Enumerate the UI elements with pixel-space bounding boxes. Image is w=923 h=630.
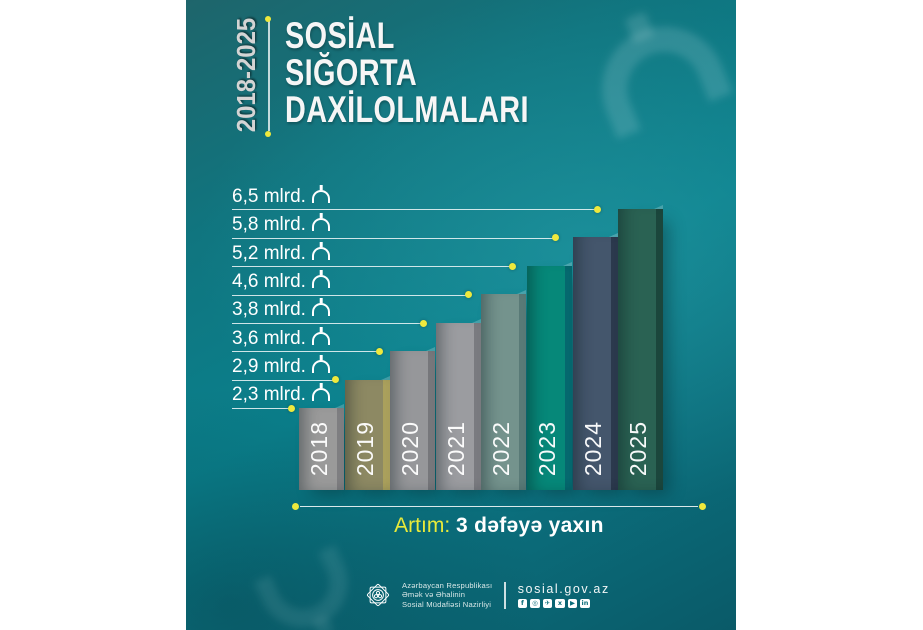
value-label-text: 3,8 mlrd. bbox=[232, 299, 306, 320]
manat-icon bbox=[311, 360, 330, 373]
manat-icon bbox=[311, 275, 330, 288]
value-label-text: 5,2 mlrd. bbox=[232, 243, 306, 264]
leader-dot bbox=[331, 376, 339, 383]
header-divider-line bbox=[268, 21, 270, 131]
manat-icon bbox=[311, 332, 330, 345]
leader-line bbox=[232, 209, 597, 210]
ministry-line-3: Sosial Müdafiəsi Nazirliyi bbox=[402, 599, 492, 609]
infographic-card: 2018-2025 SOSİAL SIĞORTA DAXİLOLMALARI 6… bbox=[186, 0, 736, 630]
title-line-3: DAXİLOLMALARI bbox=[285, 89, 529, 130]
bar-year-label: 2025 bbox=[624, 420, 651, 476]
title-line-1: SOSİAL bbox=[285, 15, 395, 56]
bar-year-label: 2022 bbox=[487, 420, 514, 476]
value-label: 3,8 mlrd. bbox=[232, 299, 330, 323]
facebook-icon: f bbox=[517, 598, 528, 609]
instagram-icon: ◎ bbox=[530, 598, 540, 609]
telegram-icon: ✈ bbox=[542, 598, 553, 609]
ministry-name: Azərbaycan Respublikası Əmək və Əhalinin… bbox=[402, 581, 492, 610]
manat-icon bbox=[311, 218, 330, 231]
baseline-dot-right bbox=[699, 502, 706, 510]
manat-icon bbox=[311, 388, 330, 401]
bar-2022: 2022 bbox=[481, 290, 526, 490]
x-icon: x bbox=[555, 598, 565, 609]
page-title: SOSİAL SIĞORTA DAXİLOLMALARI bbox=[285, 17, 598, 128]
growth-note: Artım: 3 dəfəyə yaxın bbox=[300, 514, 698, 538]
bar-year-label: 2018 bbox=[305, 420, 332, 476]
manat-icon bbox=[311, 190, 330, 203]
linkedin-icon: in bbox=[580, 598, 590, 609]
baseline bbox=[300, 506, 698, 508]
value-label: 4,6 mlrd. bbox=[232, 271, 330, 295]
footer: Azərbaycan Respublikası Əmək və Əhalinin… bbox=[363, 580, 610, 610]
value-label-text: 2,9 mlrd. bbox=[232, 356, 306, 377]
leader-line bbox=[232, 408, 291, 409]
manat-icon bbox=[311, 247, 330, 260]
bar-2025: 2025 bbox=[618, 205, 663, 490]
value-label-text: 4,6 mlrd. bbox=[232, 271, 306, 292]
bar-year-label: 2021 bbox=[442, 420, 469, 476]
social-icons: f ◎ ✈ x ▶ in bbox=[517, 598, 610, 609]
value-label-text: 2,3 mlrd. bbox=[232, 384, 306, 405]
value-label: 3,6 mlrd. bbox=[232, 328, 330, 352]
value-label: 6,5 mlrd. bbox=[232, 186, 330, 210]
leader-dot bbox=[419, 319, 427, 327]
leader-dot bbox=[551, 234, 559, 241]
leader-dot bbox=[287, 404, 295, 412]
manat-watermark-bottom-left bbox=[253, 544, 363, 630]
growth-value: 3 dəfəyə yaxın bbox=[456, 514, 604, 537]
bar-2023: 2023 bbox=[527, 262, 572, 490]
bar-2021: 2021 bbox=[436, 319, 481, 490]
value-label: 5,8 mlrd. bbox=[232, 214, 330, 238]
leader-line bbox=[232, 323, 423, 324]
leader-line bbox=[232, 379, 335, 381]
header-dot-top bbox=[265, 16, 271, 22]
growth-prefix: Artım: bbox=[394, 514, 451, 537]
ministry-line-1: Azərbaycan Respublikası bbox=[402, 580, 493, 590]
bar-year-label: 2020 bbox=[396, 420, 423, 476]
value-label-text: 6,5 mlrd. bbox=[232, 186, 306, 207]
ministry-line-2: Əmək və Əhalinin bbox=[402, 590, 466, 600]
header-dot-bottom bbox=[265, 131, 271, 137]
bar-2019: 2019 bbox=[345, 376, 390, 490]
leader-line bbox=[232, 294, 468, 296]
youtube-icon: ▶ bbox=[567, 598, 578, 609]
leader-dot bbox=[508, 262, 516, 270]
bar-year-label: 2024 bbox=[579, 420, 606, 476]
bar-2024: 2024 bbox=[573, 233, 618, 490]
manat-watermark-top-right bbox=[583, 8, 733, 139]
leader-dot bbox=[375, 347, 383, 355]
leader-line bbox=[232, 351, 379, 352]
leader-dot bbox=[593, 205, 601, 213]
baseline-dot-left bbox=[292, 502, 299, 510]
footer-divider bbox=[504, 581, 506, 609]
bar-2020: 2020 bbox=[390, 347, 435, 490]
ministry-logo bbox=[366, 583, 390, 607]
value-label: 2,3 mlrd. bbox=[232, 384, 330, 408]
bar-2018: 2018 bbox=[299, 404, 344, 490]
website-url: sosial.gov.az bbox=[517, 581, 610, 596]
leader-line bbox=[232, 237, 555, 239]
leader-line bbox=[232, 266, 512, 267]
footer-web-column: sosial.gov.az f ◎ ✈ x ▶ in bbox=[517, 581, 610, 609]
value-label-text: 5,8 mlrd. bbox=[232, 214, 306, 235]
manat-icon bbox=[311, 303, 330, 316]
leader-dot bbox=[464, 291, 472, 298]
bar-year-label: 2023 bbox=[533, 420, 560, 476]
bar-year-label: 2019 bbox=[351, 420, 378, 476]
value-label-text: 3,6 mlrd. bbox=[232, 328, 306, 349]
period-label: 2018-2025 bbox=[231, 17, 261, 133]
value-label: 5,2 mlrd. bbox=[232, 243, 330, 267]
title-line-2: SIĞORTA bbox=[285, 52, 418, 93]
value-label: 2,9 mlrd. bbox=[232, 356, 330, 380]
